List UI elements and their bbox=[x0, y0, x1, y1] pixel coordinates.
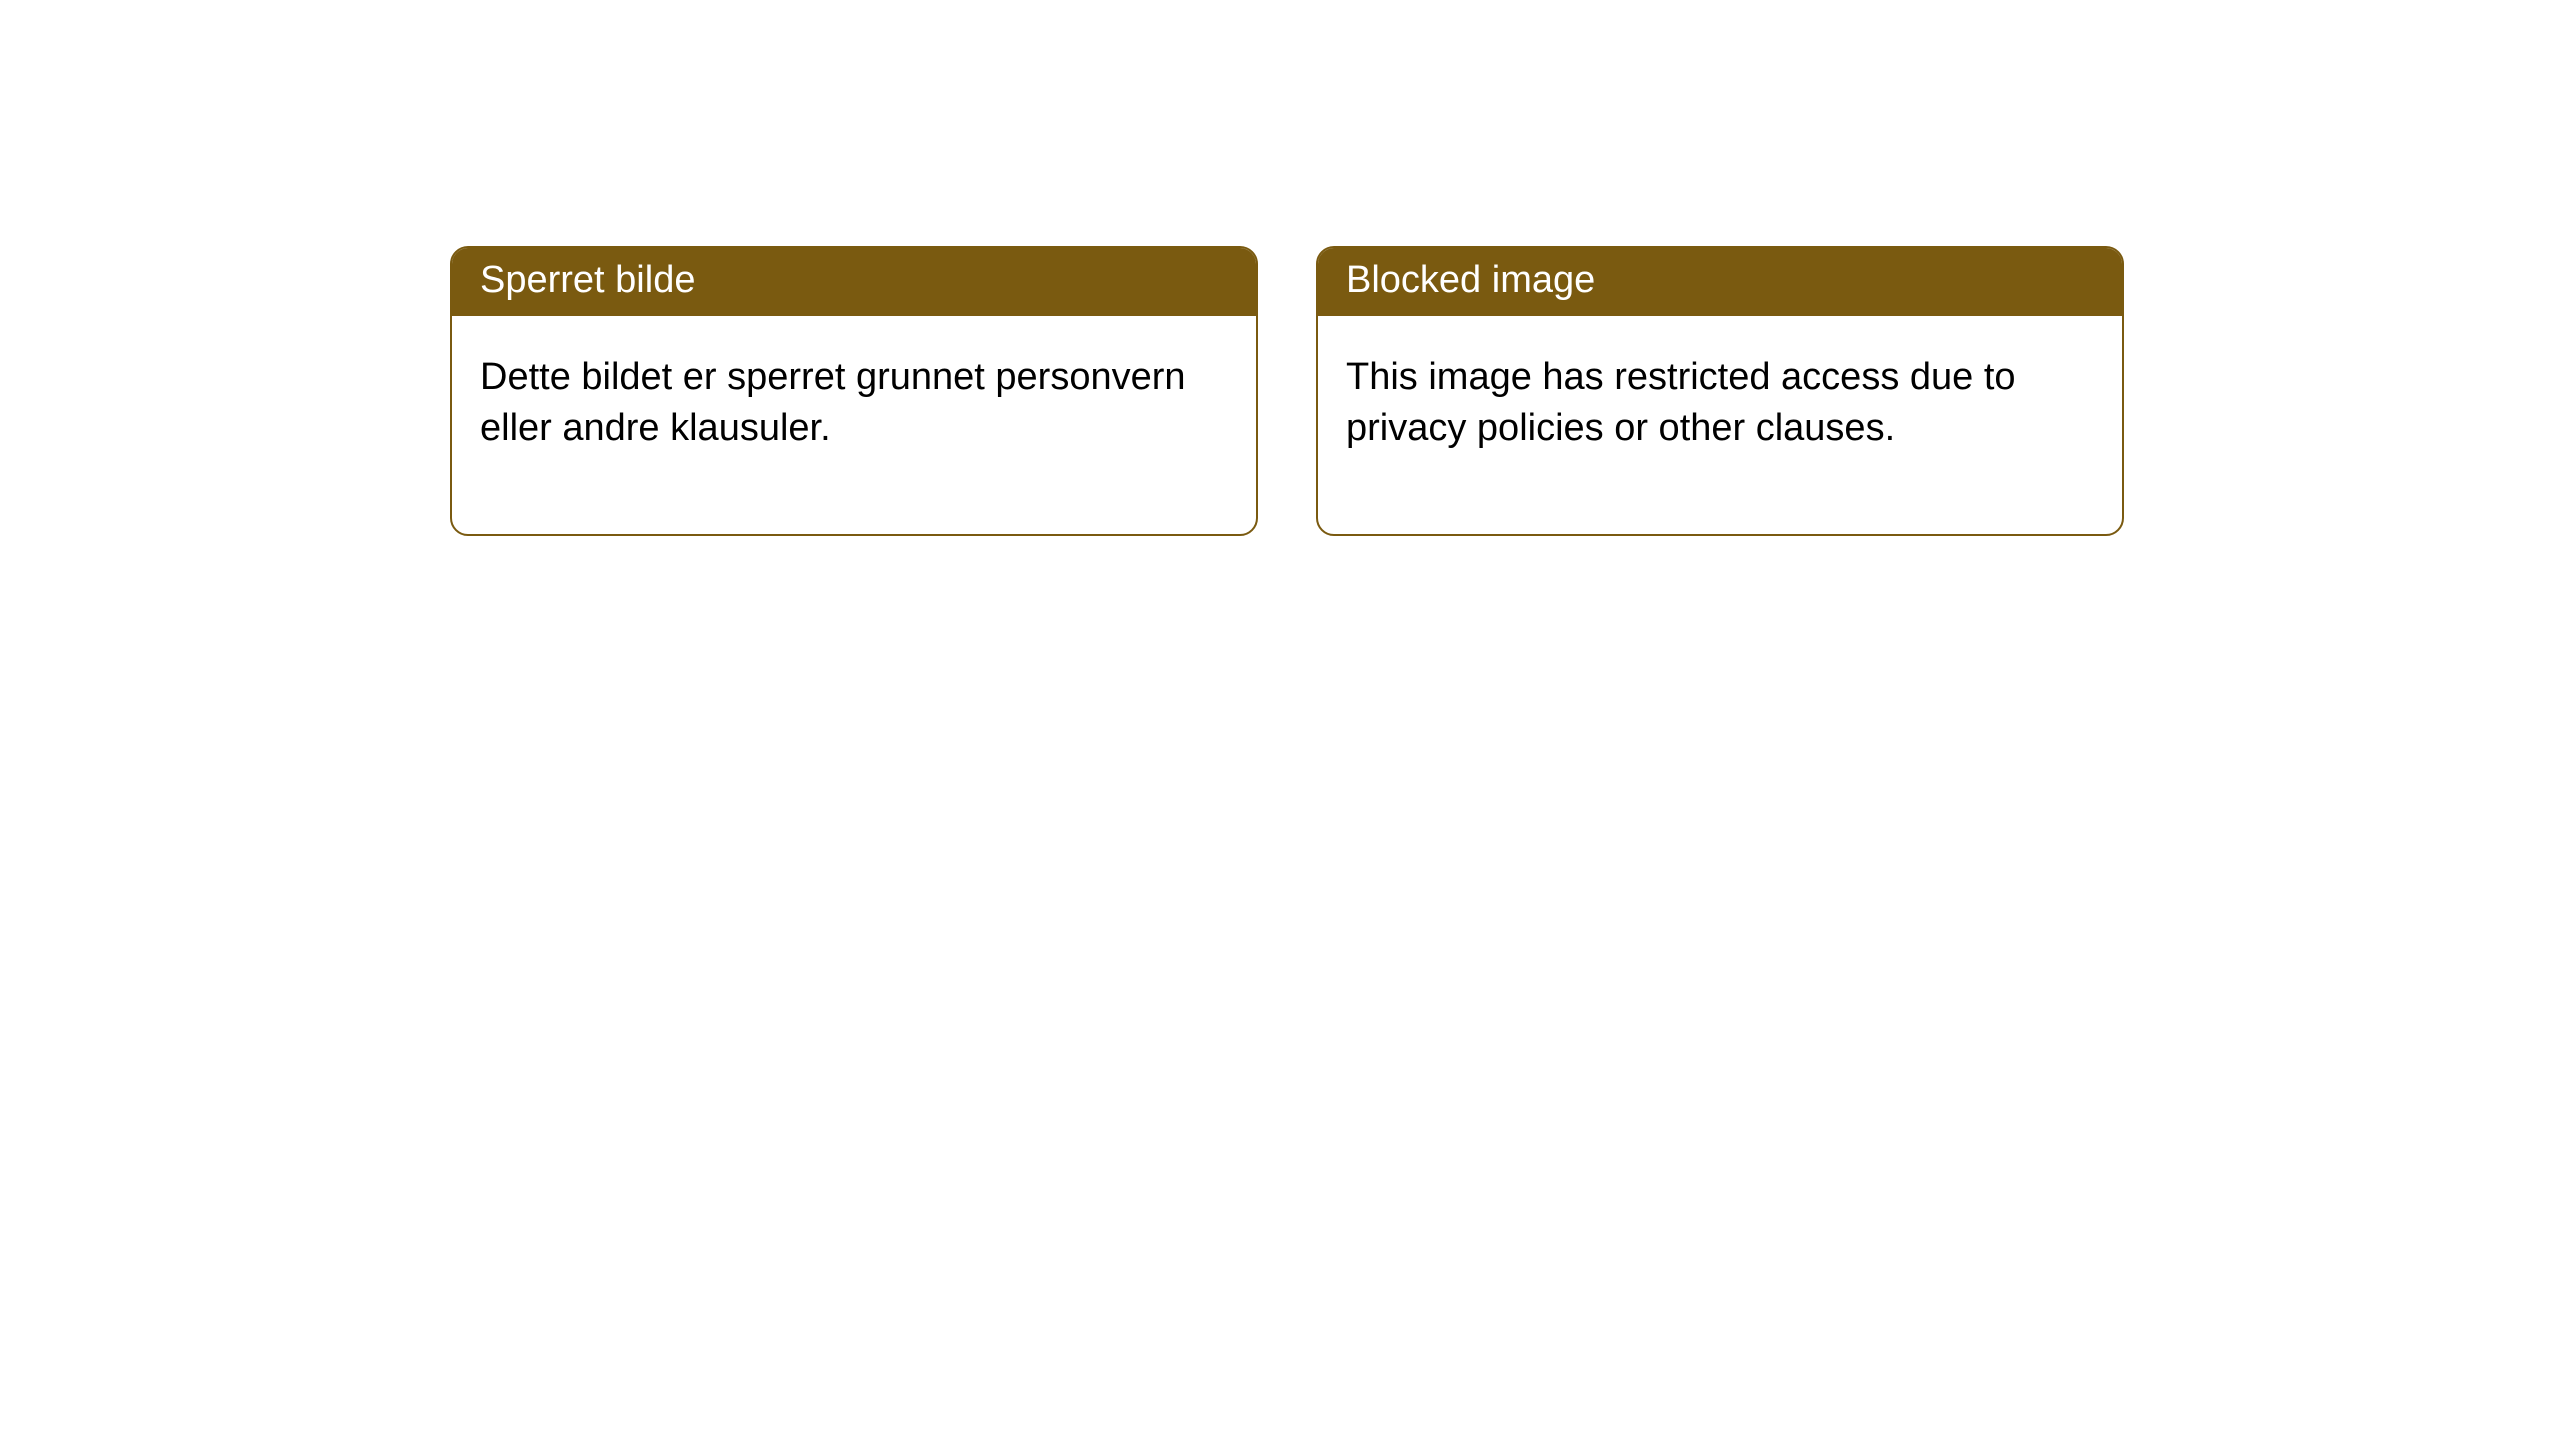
notice-container: Sperret bilde Dette bildet er sperret gr… bbox=[0, 0, 2560, 536]
notice-body: This image has restricted access due to … bbox=[1318, 316, 2122, 535]
notice-message: Dette bildet er sperret grunnet personve… bbox=[480, 356, 1186, 449]
notice-title: Blocked image bbox=[1346, 259, 1595, 301]
notice-title: Sperret bilde bbox=[480, 259, 695, 301]
notice-header: Blocked image bbox=[1318, 248, 2122, 316]
notice-body: Dette bildet er sperret grunnet personve… bbox=[452, 316, 1256, 535]
notice-card-norwegian: Sperret bilde Dette bildet er sperret gr… bbox=[450, 246, 1258, 536]
notice-message: This image has restricted access due to … bbox=[1346, 356, 2016, 449]
notice-header: Sperret bilde bbox=[452, 248, 1256, 316]
notice-card-english: Blocked image This image has restricted … bbox=[1316, 246, 2124, 536]
